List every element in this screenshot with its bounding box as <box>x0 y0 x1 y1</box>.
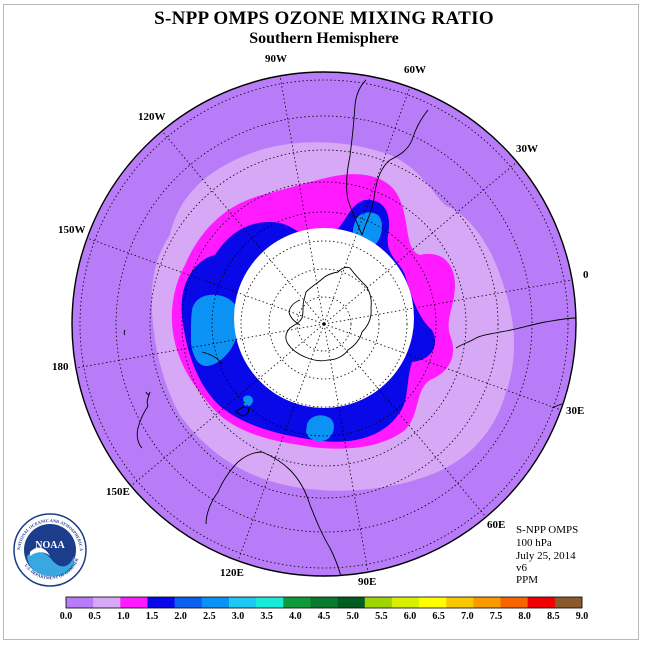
coastline-south-america <box>346 79 429 236</box>
colorbar-tick-label: 1.5 <box>146 611 159 622</box>
noaa-logo-ring-text: NATIONAL OCEANIC AND ATMOSPHERIC ADMINIS… <box>0 0 84 552</box>
colorbar-tick-label: 9.0 <box>576 611 589 622</box>
info-date: July 25, 2014 <box>516 550 576 562</box>
colorbar-swatch <box>364 597 393 608</box>
colorbar-tick-label: 0.0 <box>60 611 73 622</box>
lon-label-60e: 60E <box>487 519 505 531</box>
lon-label-180: 180 <box>52 361 69 373</box>
contour-band-2-0-west <box>190 294 241 366</box>
colorbar-swatch <box>120 597 148 608</box>
colorbar-tick-label: 8.0 <box>518 611 531 622</box>
svg-text:U.S. DEPARTMENT OF COMMERCE: U.S. DEPARTMENT OF COMMERCE <box>0 0 80 580</box>
colorbar-swatch <box>419 597 447 608</box>
coastline-australia <box>205 451 343 576</box>
lon-label-30w: 30W <box>516 143 538 155</box>
colorbar-swatch <box>391 597 420 608</box>
colorbar-swatch <box>283 597 311 608</box>
latitude-circles <box>79 79 569 569</box>
info-instrument: S-NPP OMPS <box>516 524 579 536</box>
colorbar-swatch <box>66 597 94 608</box>
colorbar-swatch <box>310 597 338 608</box>
noaa-logo-ring-text-bottom: U.S. DEPARTMENT OF COMMERCE <box>0 0 80 580</box>
colorbar-tick-label: 6.5 <box>432 611 445 622</box>
colorbar: 0.0 0.5 1.0 1.5 2.0 2.5 3.0 3.5 4.0 4.5 5.0 5.5 6.0 6… <box>60 596 589 622</box>
svg-text:NATIONAL OCEANIC AND ATMOSPHER: NATIONAL OCEANIC AND ATMOSPHERIC ADMINIS… <box>0 0 84 552</box>
colorbar-tick-label: 2.5 <box>203 611 216 622</box>
page-title: S-NPP OMPS OZONE MIXING RATIO <box>154 8 494 29</box>
page-subtitle: Southern Hemisphere <box>249 30 399 47</box>
figure-frame <box>3 4 639 640</box>
colorbar-border <box>65 596 583 609</box>
lon-label-90e: 90E <box>358 576 376 588</box>
lon-label-150w: 150W <box>58 224 86 236</box>
colorbar-tick-label: 3.0 <box>232 611 245 622</box>
contour-band-2-0-small <box>243 395 253 407</box>
south-pole-marker <box>322 322 326 326</box>
lon-label-0: 0 <box>583 269 589 281</box>
colorbar-tick-label: 7.0 <box>461 611 474 622</box>
noaa-logo-text: NOAA <box>35 540 65 551</box>
colorbar-tick-label: 1.0 <box>117 611 130 622</box>
colorbar-swatch <box>446 597 474 608</box>
colorbar-swatch <box>527 597 556 608</box>
noaa-logo: NOAA NATIONAL OCEANIC AND ATMOSPHERIC AD… <box>0 0 87 587</box>
coastline-antarctica <box>285 266 372 362</box>
colorbar-tick-label: 3.5 <box>260 611 273 622</box>
colorbar-swatch <box>337 597 366 608</box>
colorbar-swatch <box>174 597 203 608</box>
colorbar-swatch <box>500 597 528 608</box>
colorbar-swatch <box>93 597 121 608</box>
lon-label-30e: 30E <box>566 405 584 417</box>
colorbar-tick-label: 5.0 <box>346 611 359 622</box>
lon-label-150e: 150E <box>106 486 130 498</box>
colorbar-swatch <box>554 597 583 608</box>
info-units: PPM <box>516 574 539 586</box>
contour-band-2-0-east <box>306 415 334 442</box>
colorbar-swatch <box>473 597 501 608</box>
colorbar-swatch <box>201 597 230 608</box>
map-outline <box>71 71 577 577</box>
colorbar-swatch <box>256 597 284 608</box>
colorbar-tick-label: 2.0 <box>174 611 187 622</box>
info-level: 100 hPa <box>516 537 552 549</box>
colorbar-tick-label: 0.5 <box>88 611 101 622</box>
colorbar-tick-label: 8.5 <box>547 611 560 622</box>
lon-label-120e: 120E <box>220 567 244 579</box>
colorbar-swatch <box>228 597 257 608</box>
coastline-new-zealand <box>136 391 151 449</box>
lon-label-120w: 120W <box>138 111 166 123</box>
colorbar-tick-label: 4.0 <box>289 611 302 622</box>
lon-label-60w: 60W <box>404 64 426 76</box>
polar-night-region <box>234 228 414 408</box>
colorbar-tick-label: 5.5 <box>375 611 388 622</box>
colorbar-tick-label: 4.5 <box>318 611 331 622</box>
colorbar-swatch <box>147 597 175 608</box>
colorbar-tick-label: 7.5 <box>490 611 503 622</box>
info-version: v6 <box>516 562 527 574</box>
coastline-africa <box>455 317 576 349</box>
colorbar-tick-label: 6.0 <box>404 611 417 622</box>
lon-label-90w: 90W <box>265 53 287 65</box>
